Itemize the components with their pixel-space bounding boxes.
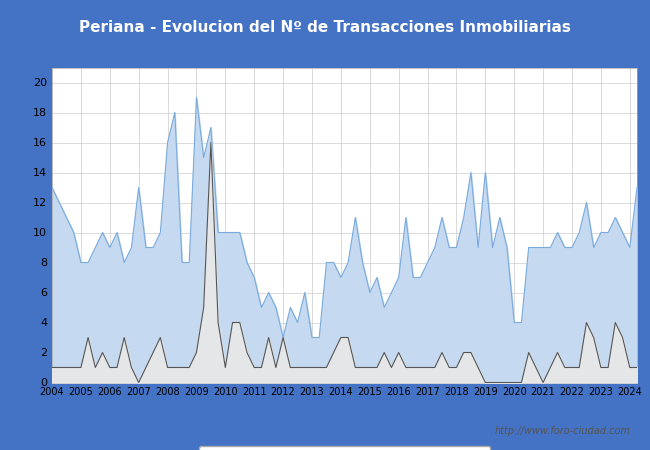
- Legend: Viviendas Nuevas, Viviendas Usadas: Viviendas Nuevas, Viviendas Usadas: [200, 446, 489, 450]
- Text: http://www.foro-ciudad.com: http://www.foro-ciudad.com: [495, 427, 630, 436]
- Text: Periana - Evolucion del Nº de Transacciones Inmobiliarias: Periana - Evolucion del Nº de Transaccio…: [79, 19, 571, 35]
